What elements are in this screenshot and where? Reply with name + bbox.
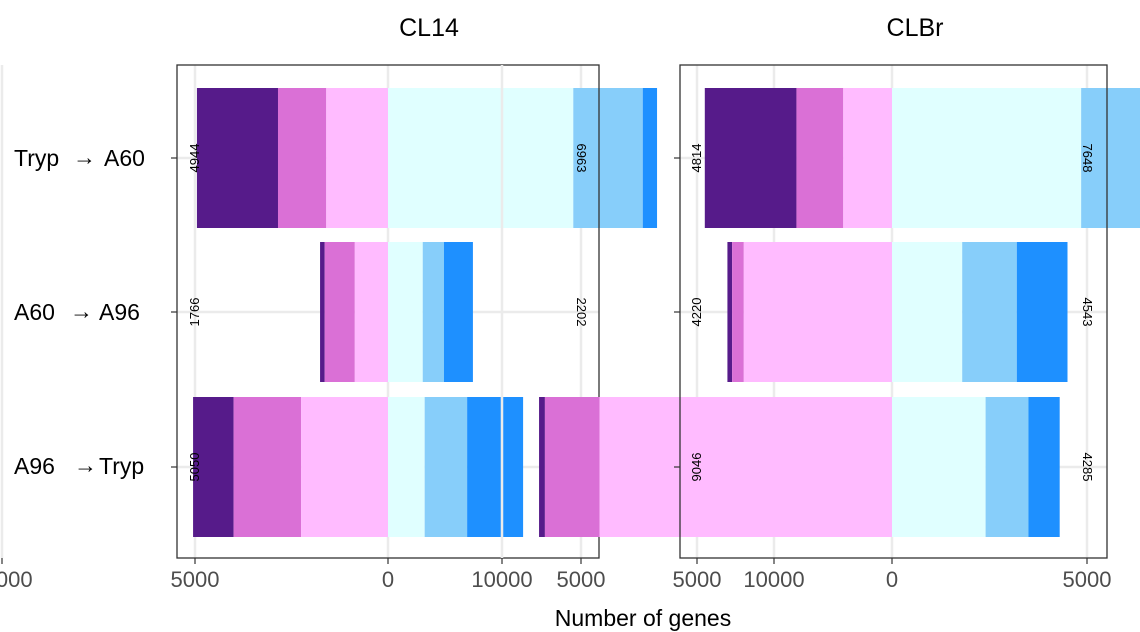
bar-up-segment: [985, 397, 1029, 537]
x-tick-label: 5000: [673, 567, 722, 592]
arrow-icon: →: [70, 298, 93, 324]
row-label-2: A60 → A96: [14, 298, 140, 325]
up-total-label: 4285: [1080, 453, 1095, 482]
arrow-icon: →: [74, 452, 97, 478]
bar-down-segment: [704, 88, 797, 228]
bar-down-segment: [539, 397, 545, 537]
row-label-3-from: A96: [14, 453, 55, 479]
bar-down-segment: [196, 88, 278, 228]
x-tick-label: 5000: [557, 567, 606, 592]
bar-up-segment: [962, 242, 1017, 382]
bar-up-segment: [892, 397, 986, 537]
bar-down-segment: [233, 397, 302, 537]
bar-up-segment: [422, 242, 444, 382]
up-total-label: 4543: [1080, 298, 1095, 327]
row-label-3-to: Tryp: [99, 453, 144, 479]
panel-clbr: CLBr 4814 7648 4220 4543 9046 4285 10000 5000 0…: [471, 14, 1140, 592]
x-tick-label: 5000: [1063, 567, 1112, 592]
row-label-1: Tryp → A60: [14, 144, 145, 171]
bar-down-segment: [743, 242, 892, 382]
panel-title-cl14: CL14: [399, 14, 459, 42]
bar-up-segment: [467, 397, 524, 537]
down-total-label: 5050: [187, 453, 202, 482]
bar-down-segment: [324, 242, 355, 382]
row-label-1-from: Tryp: [14, 145, 59, 171]
bar-down-segment: [727, 242, 733, 382]
bar-up-segment: [1016, 242, 1068, 382]
arrow-icon: →: [73, 144, 96, 170]
bar-down-segment: [320, 242, 325, 382]
down-total-label: 4944: [187, 144, 202, 173]
x-tick-label: 10000: [743, 567, 804, 592]
bar-up-segment: [388, 242, 423, 382]
bar-up-segment: [388, 397, 425, 537]
bar-down-segment: [301, 397, 388, 537]
panel-cl14: CL14 494469631766220250503512 1000050000…: [0, 14, 805, 592]
down-total-label: 9046: [689, 453, 704, 482]
bar-down-segment: [354, 242, 388, 382]
bar-down-segment: [796, 88, 844, 228]
down-total-label: 1766: [187, 298, 202, 327]
row-label-1-to: A60: [104, 145, 145, 171]
x-tick-label: 10000: [471, 567, 532, 592]
panel-title-clbr: CLBr: [887, 14, 944, 42]
bar-up-segment: [388, 88, 574, 228]
bar-down-segment: [843, 88, 892, 228]
bar-up-segment: [424, 397, 468, 537]
bar-up-segment: [1028, 397, 1060, 537]
bar-down-segment: [544, 397, 600, 537]
bar-down-segment: [326, 88, 388, 228]
row-label-2-to: A96: [99, 299, 140, 325]
x-tick-label: 10000: [0, 567, 33, 592]
bar-up-segment: [642, 88, 658, 228]
bar-up-segment: [573, 88, 643, 228]
down-total-label: 4814: [689, 144, 704, 173]
bar-up-segment: [1081, 88, 1140, 228]
x-tick-label: 0: [382, 567, 394, 592]
row-label-2-from: A60: [14, 299, 55, 325]
x-tick-label: 0: [886, 567, 898, 592]
bar-down-segment: [193, 397, 234, 537]
row-label-3: A96 → Tryp: [14, 452, 144, 479]
x-axis-title: Number of genes: [555, 605, 731, 631]
bar-down-segment: [732, 242, 744, 382]
bar-down-segment: [599, 397, 892, 537]
up-total-label: 2202: [574, 298, 589, 327]
y-axis-labels: Tryp → A60 A60 → A96 A96 → Tryp: [14, 144, 680, 479]
down-total-label: 4220: [689, 298, 704, 327]
up-total-label: 6963: [574, 144, 589, 173]
up-total-label: 7648: [1080, 144, 1095, 173]
bar-down-segment: [277, 88, 327, 228]
bar-up-segment: [892, 242, 963, 382]
x-tick-label: 5000: [171, 567, 220, 592]
bar-up-segment: [892, 88, 1082, 228]
bar-up-segment: [443, 242, 473, 382]
